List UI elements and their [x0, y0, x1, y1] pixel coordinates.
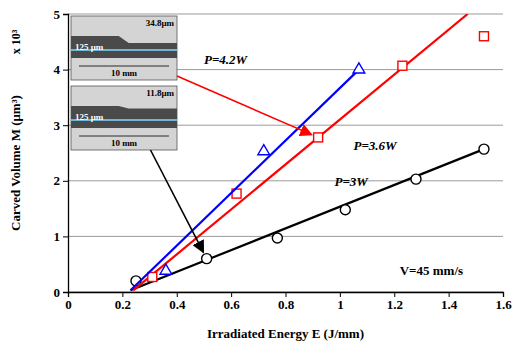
- x-axis: 0 0.2 0.4 0.6 0.8 1 1.2 1.4 1.6: [65, 292, 512, 312]
- fit-line: [131, 149, 484, 290]
- point: [479, 144, 489, 154]
- inset-frame: [71, 86, 177, 150]
- inset-photo: 11.8μm 125 μm 10 mm: [71, 86, 177, 150]
- tick: 1.2: [387, 292, 403, 312]
- point: [272, 233, 282, 243]
- tick-label: 1: [337, 297, 344, 312]
- y-multiplier: x 10³: [9, 29, 23, 54]
- point: [479, 32, 488, 41]
- tick-label: 0: [54, 285, 61, 300]
- tick-label: 0: [65, 297, 72, 312]
- grid-line: [68, 14, 503, 15]
- tick-mark: [63, 292, 68, 293]
- tick: 3: [54, 118, 69, 133]
- tick: 4: [54, 62, 69, 77]
- plot-area: [131, 14, 489, 290]
- tick: 0.2: [115, 292, 131, 312]
- tick: 0: [65, 292, 72, 312]
- grid-line: [68, 236, 503, 237]
- inset-arrow: [177, 76, 312, 135]
- dimension-line: [79, 136, 169, 137]
- series-label: P=3W: [334, 174, 369, 189]
- inset-arrow: [151, 150, 204, 252]
- point: [314, 133, 323, 142]
- axis-line: [63, 15, 69, 293]
- y-axis: 0 1 2 3 4 5: [54, 7, 69, 300]
- tick-label: 5: [54, 7, 61, 22]
- point: [353, 63, 365, 73]
- tick: 2: [54, 173, 69, 188]
- point: [340, 205, 350, 215]
- fiber: [71, 36, 177, 58]
- tick: 0.8: [278, 292, 295, 312]
- tick-label: 1.4: [441, 297, 458, 312]
- dimension-line: [79, 66, 169, 67]
- tick: 0: [54, 285, 69, 300]
- tick-label: 0.6: [224, 297, 241, 312]
- point: [160, 264, 172, 274]
- inset-label: 125 μm: [75, 112, 104, 122]
- tick-label: 1: [54, 229, 61, 244]
- tick-label: 0.4: [169, 297, 186, 312]
- tick-mark: [63, 181, 68, 182]
- inset-label: 125 μm: [75, 42, 104, 52]
- tick-label: 1.2: [387, 297, 403, 312]
- tick: 1: [54, 229, 69, 244]
- inset-frame: [71, 16, 177, 80]
- tick: 1: [337, 292, 344, 312]
- tick: 0.4: [169, 292, 186, 312]
- y-axis-title: Carved Volume M (μm³): [8, 95, 23, 231]
- tick: 1.4: [441, 292, 458, 312]
- inset-photo: 34.8μm 125 μm 10 mm: [71, 16, 177, 80]
- point: [411, 174, 421, 184]
- tick-label: 3: [54, 118, 61, 133]
- tick-label: 2: [54, 173, 61, 188]
- point: [202, 254, 212, 264]
- fit-line: [133, 14, 467, 290]
- tick-label: 1.6: [495, 297, 512, 312]
- inset-label: 34.8μm: [146, 18, 175, 28]
- inset-label: 10 mm: [111, 138, 138, 148]
- inset-label: 10 mm: [111, 68, 138, 78]
- series-label: P=4.2W: [204, 52, 249, 67]
- series-label: P=3.6W: [353, 138, 398, 153]
- tick-mark: [63, 70, 68, 71]
- tick-label: 4: [54, 62, 61, 77]
- chart: 0 0.2 0.4 0.6 0.8 1 1.2 1.4 1.6 0 1 2 3 4 5 Irradiated …: [0, 0, 517, 352]
- grid-line: [68, 180, 503, 181]
- grid: [68, 14, 503, 292]
- tick: 5: [54, 7, 69, 22]
- x-axis-title: Irradiated Energy E (J/mm): [207, 326, 364, 341]
- annotation: V=45 mm/s: [400, 263, 463, 278]
- tick-mark: [63, 236, 68, 237]
- tick-label: 0.8: [278, 297, 295, 312]
- inset-label: 11.8μm: [146, 88, 174, 98]
- tick: 0.6: [224, 292, 241, 312]
- tick-mark: [63, 125, 68, 126]
- tick-mark: [63, 14, 68, 15]
- tick-label: 0.2: [115, 297, 131, 312]
- tick: 1.6: [495, 292, 512, 312]
- point: [398, 61, 407, 70]
- fiber: [71, 106, 177, 128]
- point: [258, 145, 270, 155]
